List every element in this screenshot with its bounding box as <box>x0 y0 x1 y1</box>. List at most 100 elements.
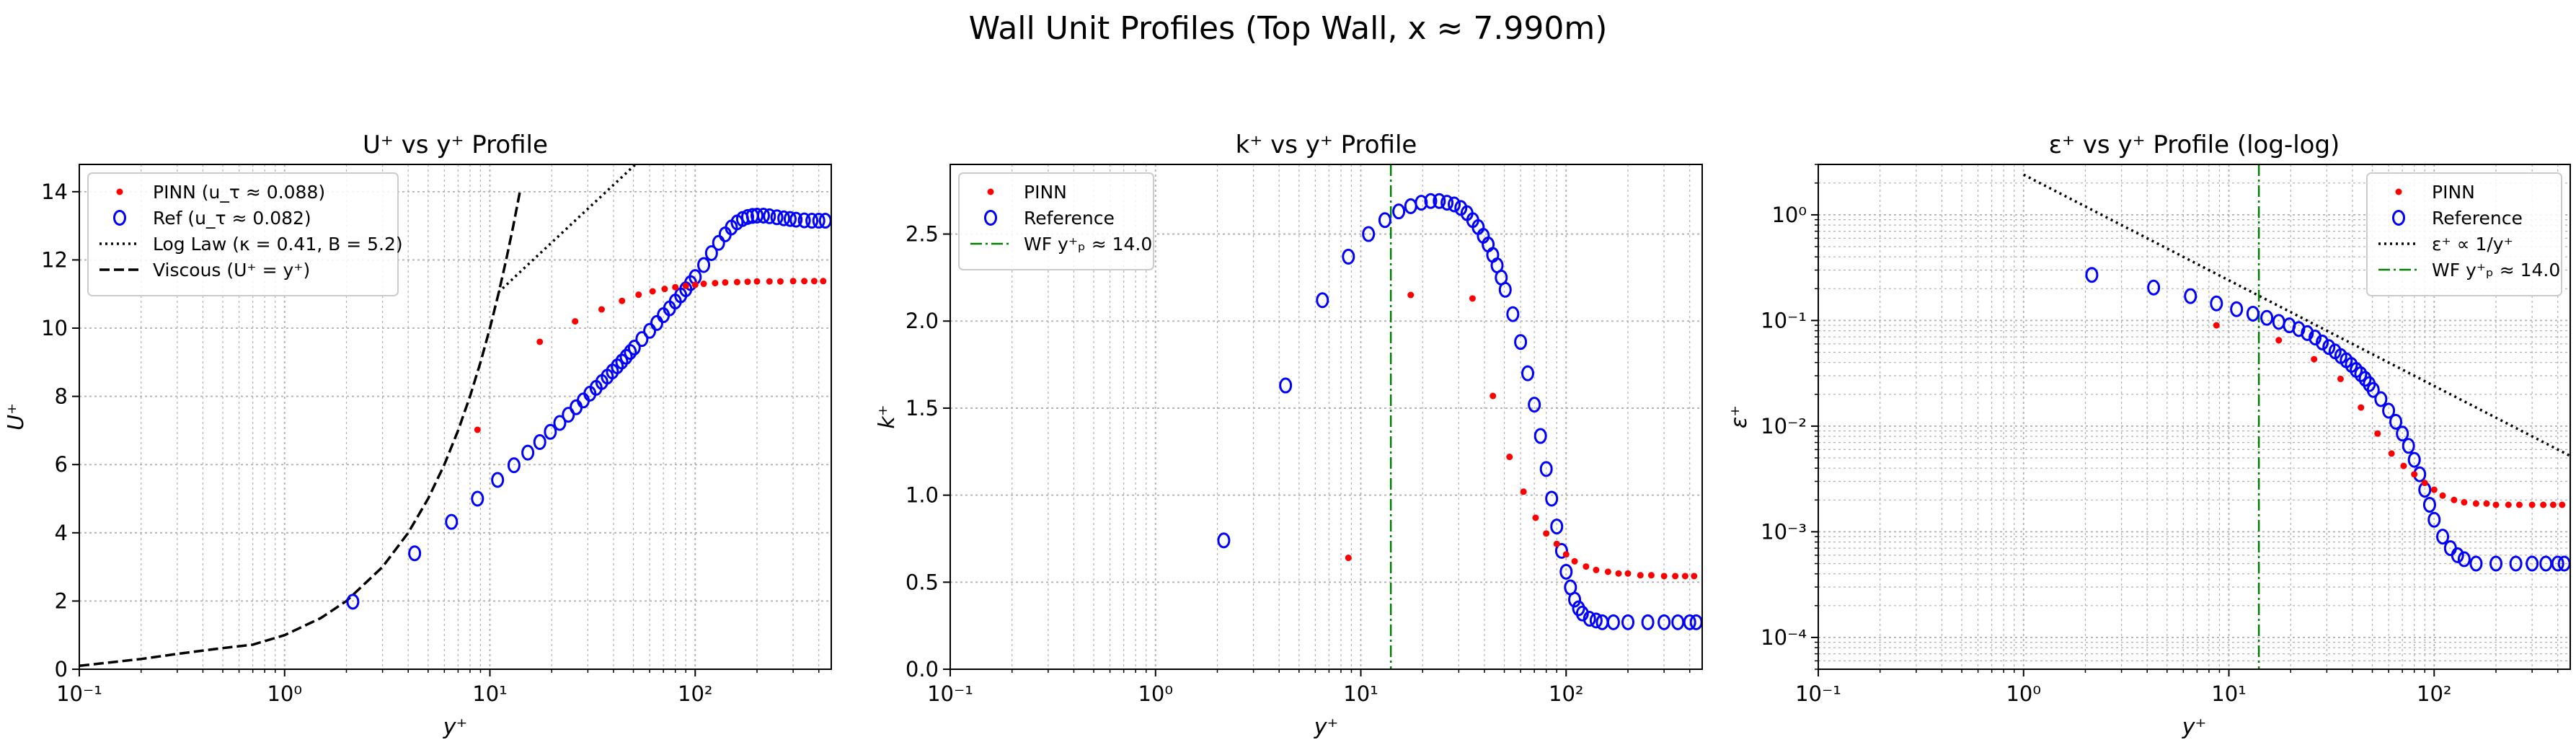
ref-point <box>1621 614 1634 630</box>
chart-title: U⁺ vs y⁺ Profile <box>363 131 548 159</box>
y-tick-label: 10⁻⁴ <box>1761 625 1807 650</box>
x-axis-label: y⁺ <box>1314 715 1339 740</box>
x-tick-label: 10⁰ <box>1138 681 1173 706</box>
pinn-point <box>536 338 544 345</box>
pinn-point <box>789 278 797 285</box>
ref-point <box>1539 461 1553 477</box>
pinn-point <box>649 288 656 295</box>
ref-point <box>1448 196 1461 213</box>
pinn-point <box>691 281 699 288</box>
pinn-point <box>733 278 740 286</box>
ref-point <box>346 594 360 610</box>
x-axis-label: y⁺ <box>2182 715 2207 740</box>
legend: PINN (u_τ ≈ 0.088) Ref (u_τ ≈ 0.082) Log L… <box>87 172 403 296</box>
ref-point <box>740 208 754 225</box>
chart-eps-plus: 10⁻¹ 10⁰ 10¹ 10² 10⁻⁴ 10⁻³ 10⁻² 10⁻¹ 10⁰ ε⁺ vs y⁺… <box>1727 131 2571 740</box>
pinn-point <box>661 286 668 293</box>
grid <box>79 164 831 670</box>
ref-point <box>544 423 557 440</box>
viscous-line <box>79 191 521 668</box>
pinn-point <box>1660 573 1668 580</box>
pinn-point <box>2430 486 2438 493</box>
pinn-point <box>1469 295 1476 302</box>
pinn-point <box>2388 450 2395 457</box>
pinn-point <box>2439 492 2446 499</box>
x-tick-label: 10¹ <box>2211 681 2247 706</box>
y-tick-label: 10⁻¹ <box>1761 308 1807 332</box>
pinn-point <box>2461 499 2468 506</box>
legend-box <box>87 172 399 296</box>
pinn-point <box>820 278 827 285</box>
pinn-point <box>1571 557 1578 565</box>
ref-point <box>789 211 803 228</box>
ref-point <box>408 545 422 562</box>
ref-point <box>805 213 819 229</box>
legend-label: Viscous (U⁺ = y⁺) <box>153 260 310 281</box>
pinn-point <box>2515 501 2523 508</box>
y-tick-label: 10⁻³ <box>1761 519 1807 544</box>
ref-point <box>635 331 649 348</box>
chart-u-plus: 10⁻¹ 10⁰ 10¹ 10² 0 2 4 6 8 10 12 14 U⁺ vs y⁺ Profile… <box>4 131 832 740</box>
ref-point <box>770 209 784 226</box>
ref-point <box>1575 605 1589 622</box>
y-axis-label: U⁺ <box>4 403 29 431</box>
pinn-point <box>598 306 605 313</box>
chart-k-plus: 10⁻¹ 10⁰ 10¹ 10² 0.0 0.5 1.0 1.5 2.0 2.5 k⁺ vs y⁺ … <box>875 131 1703 740</box>
ref-point <box>783 211 797 227</box>
ref-point <box>2489 555 2502 572</box>
ref-point <box>1572 600 1585 617</box>
ref-point <box>1440 195 1454 211</box>
pinn-point <box>1345 555 1352 562</box>
ref-point <box>2184 288 2197 304</box>
pinn-point <box>1553 540 1560 547</box>
pinn-point <box>810 278 818 285</box>
pinn-point <box>2275 337 2283 344</box>
pinn-point <box>1624 570 1632 577</box>
ref-point <box>1498 281 1512 298</box>
ref-point <box>2374 391 2388 407</box>
ref-point <box>1514 334 1528 350</box>
ref-point <box>1392 203 1406 220</box>
pinn-point <box>1604 568 1611 575</box>
pinn-point <box>700 281 707 288</box>
y-tick-label: 2 <box>55 588 68 613</box>
ref-point <box>445 513 459 530</box>
legend-label: WF y⁺ₚ ≈ 14.0 <box>2432 260 2560 281</box>
ref-point <box>712 234 725 251</box>
legend-pinn-marker <box>2395 188 2402 195</box>
ref-point <box>533 434 546 450</box>
ref-point <box>2551 555 2564 572</box>
pinn-point <box>753 278 761 285</box>
y-tick-label: 10⁻² <box>1761 414 1807 438</box>
ref-point <box>2210 295 2223 312</box>
legend-ref-marker <box>113 210 126 226</box>
ref-point <box>2451 547 2464 563</box>
legend-label: WF y⁺ₚ ≈ 14.0 <box>1024 234 1152 255</box>
pinn-point <box>801 278 808 285</box>
ref-point <box>2436 529 2450 545</box>
ref-point <box>1362 226 1376 242</box>
y-tick-label: 0.0 <box>906 657 939 681</box>
ref-point <box>2272 314 2285 330</box>
chart-title: ε⁺ vs y⁺ Profile (log-log) <box>2049 131 2340 159</box>
y-axis-label: ε⁺ <box>1727 405 1752 428</box>
y-tick-label: 1.0 <box>906 483 939 508</box>
pinn-point <box>766 278 773 285</box>
pinn-point <box>2549 501 2557 508</box>
pinn-point <box>1615 570 1622 577</box>
plot-area <box>1217 164 1702 669</box>
ref-point <box>2147 279 2161 296</box>
x-axis-label: y⁺ <box>443 715 468 740</box>
y-axis: 10⁻⁴ 10⁻³ 10⁻² 10⁻¹ 10⁰ <box>1761 164 1818 670</box>
pinn-point <box>2483 500 2490 507</box>
ref-point <box>777 210 791 226</box>
ref-point <box>570 399 583 415</box>
ref-point <box>1568 591 1582 608</box>
legend-label: Log Law (κ = 0.41, B = 5.2) <box>153 234 403 255</box>
pinn-point <box>2213 322 2220 329</box>
ref-point <box>471 490 484 507</box>
ref-point <box>1657 614 1671 630</box>
legend: PINN Reference ε⁺ ∝ 1/y⁺ WF y⁺ₚ ≈ 14.0 <box>2366 172 2562 296</box>
x-tick-label: 10⁰ <box>2006 681 2041 706</box>
y-tick-label: 4 <box>55 521 68 545</box>
